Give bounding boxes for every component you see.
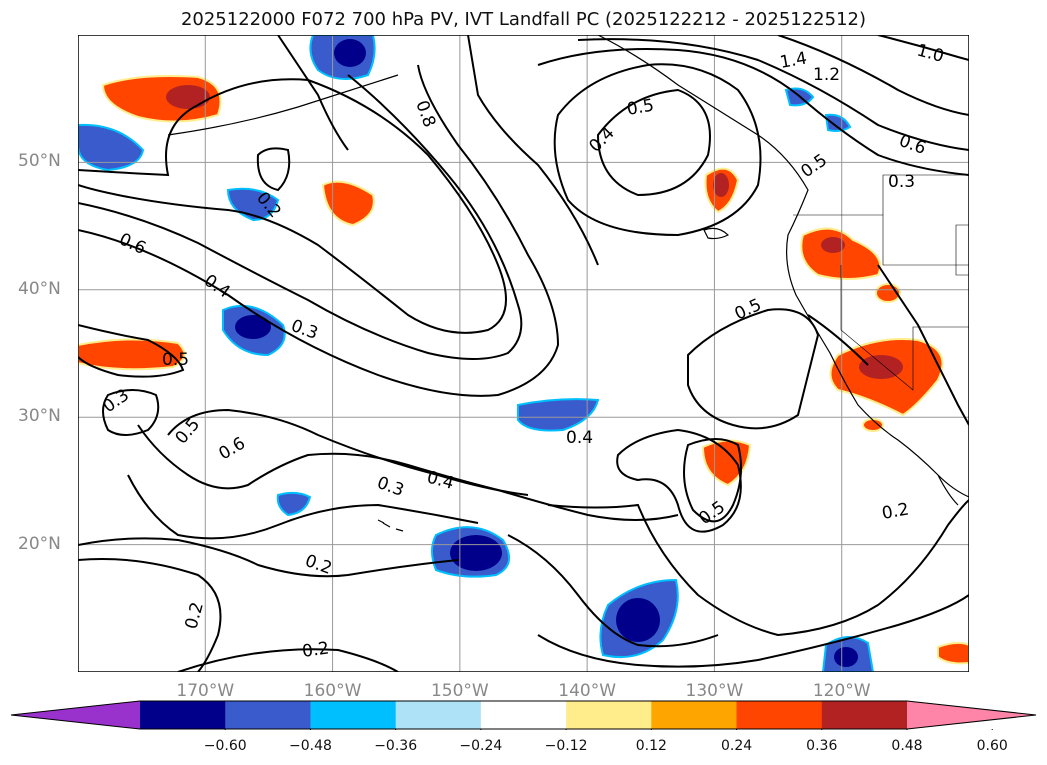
contour-label: 0.3	[374, 473, 406, 501]
colorbar-tick-label: −0.60	[204, 738, 247, 754]
colorbar-segment	[822, 701, 908, 729]
latitude-label: 40°N	[18, 279, 61, 299]
shaded-field	[78, 35, 969, 672]
colorbar-tick-label: −0.12	[545, 738, 588, 754]
map-title: 2025122000 F072 700 hPa PV, IVT Landfall…	[0, 9, 1047, 30]
colorbar-segment	[396, 701, 482, 729]
contour-label: 0.3	[888, 172, 915, 192]
contour-label: 0.6	[116, 229, 149, 259]
longitude-label: 130°W	[686, 681, 744, 701]
longitude-label: 160°W	[304, 681, 362, 701]
colorbar-tick-label: 0.36	[806, 738, 837, 754]
contour-label: 1.0	[915, 41, 946, 67]
contour-label: 1.2	[813, 65, 840, 85]
colorbar-extend-low	[11, 701, 140, 729]
colorbar-tick-label: −0.24	[459, 738, 502, 754]
contour-label: 0.2	[301, 638, 331, 662]
colorbar-segment	[140, 701, 226, 729]
contour-label: 0.6	[896, 131, 928, 159]
contour-label: 0.5	[732, 295, 765, 325]
map-plot-area[interactable]: 0.8 1.0 1.2 1.4 0.5 0.4 0.6 0.2 0.5 0.3 …	[78, 35, 969, 672]
latitude-label: 30°N	[18, 406, 61, 426]
colorbar-tick-label: 0.60	[977, 738, 1008, 754]
colorbar-tick-label: 0.24	[721, 738, 752, 754]
colorbar-segment	[481, 701, 567, 729]
colorbar-segment	[737, 701, 823, 729]
longitude-label: 170°W	[176, 681, 234, 701]
colorbar-extend-high	[907, 701, 1036, 729]
contour-label: 0.5	[797, 150, 831, 182]
colorbar-tick-label: 0.12	[636, 738, 667, 754]
contour-label: 0.5	[625, 96, 655, 120]
colorbar-tick-label: 0.48	[891, 738, 922, 754]
longitude-label: 150°W	[431, 681, 489, 701]
contour-label: 0.2	[880, 500, 910, 524]
colorbar	[10, 700, 1037, 730]
longitude-label: 140°W	[558, 681, 616, 701]
contour-label: 0.6	[216, 433, 249, 464]
contour-label: 0.8	[411, 98, 439, 130]
contour-label: 0.4	[425, 468, 456, 494]
colorbar-segment	[225, 701, 311, 729]
longitude-label: 120°W	[813, 681, 871, 701]
colorbar-segment	[566, 701, 652, 729]
contour-labels: 0.8 1.0 1.2 1.4 0.5 0.4 0.6 0.2 0.5 0.3 …	[99, 41, 946, 662]
colorbar-tick-label: −0.48	[289, 738, 332, 754]
latitude-label: 50°N	[18, 151, 61, 171]
contour-label: 0.4	[585, 123, 618, 156]
colorbar-segment	[310, 701, 396, 729]
colorbar-tick-label: −0.36	[374, 738, 417, 754]
contour-label: 0.3	[288, 316, 320, 344]
contour-label: 0.2	[182, 600, 208, 631]
contour-label: 0.5	[172, 415, 205, 449]
contour-label: 1.4	[778, 49, 808, 73]
latitude-label: 20°N	[18, 534, 61, 554]
contour-label: 0.4	[566, 428, 593, 448]
contour-label: 0.5	[162, 350, 189, 370]
colorbar-segment	[651, 701, 737, 729]
coastlines	[168, 35, 969, 531]
